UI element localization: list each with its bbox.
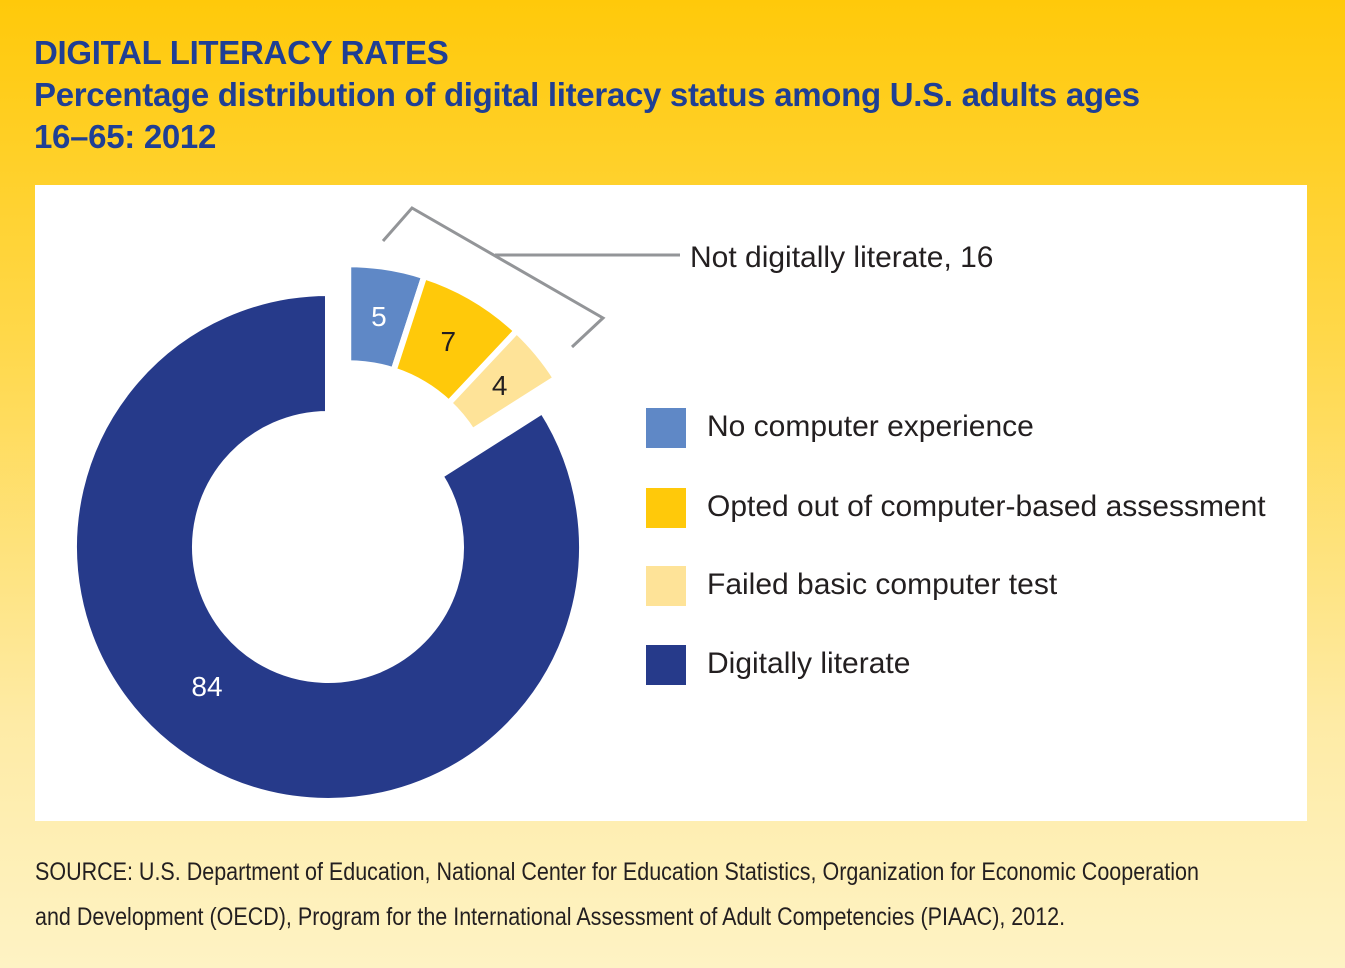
legend-swatch <box>646 488 686 528</box>
subtitle-line-2: 16–65: 2012 <box>34 118 217 155</box>
legend-label: Digitally literate <box>707 647 911 680</box>
chart-title: DIGITAL LITERACY RATES <box>34 34 449 71</box>
source-line-2: and Development (OECD), Program for the … <box>35 903 1066 931</box>
legend-label: No computer experience <box>707 410 1034 443</box>
chart-subtitle: Percentage distribution of digital liter… <box>34 74 1140 158</box>
slice-value-label: 5 <box>371 301 387 332</box>
legend-swatch <box>646 566 686 606</box>
slice-value-label: 7 <box>440 326 456 357</box>
subtitle-line-1: Percentage distribution of digital liter… <box>34 76 1140 113</box>
legend-swatch <box>646 645 686 685</box>
legend-label: Failed basic computer test <box>707 568 1058 601</box>
slice-failed-basic-computer-test <box>444 326 561 436</box>
annotation-not-digitally-literate: Not digitally literate, 16 <box>690 241 994 274</box>
legend-label: Opted out of computer-based assessment <box>707 490 1266 523</box>
bracket-line <box>381 206 606 349</box>
slice-digitally-literate <box>71 289 585 804</box>
legend-swatch <box>646 408 686 448</box>
source-line-1: SOURCE: U.S. Department of Education, Na… <box>35 858 1199 886</box>
slice-value-label: 84 <box>191 671 222 702</box>
slice-value-label: 4 <box>492 370 508 401</box>
